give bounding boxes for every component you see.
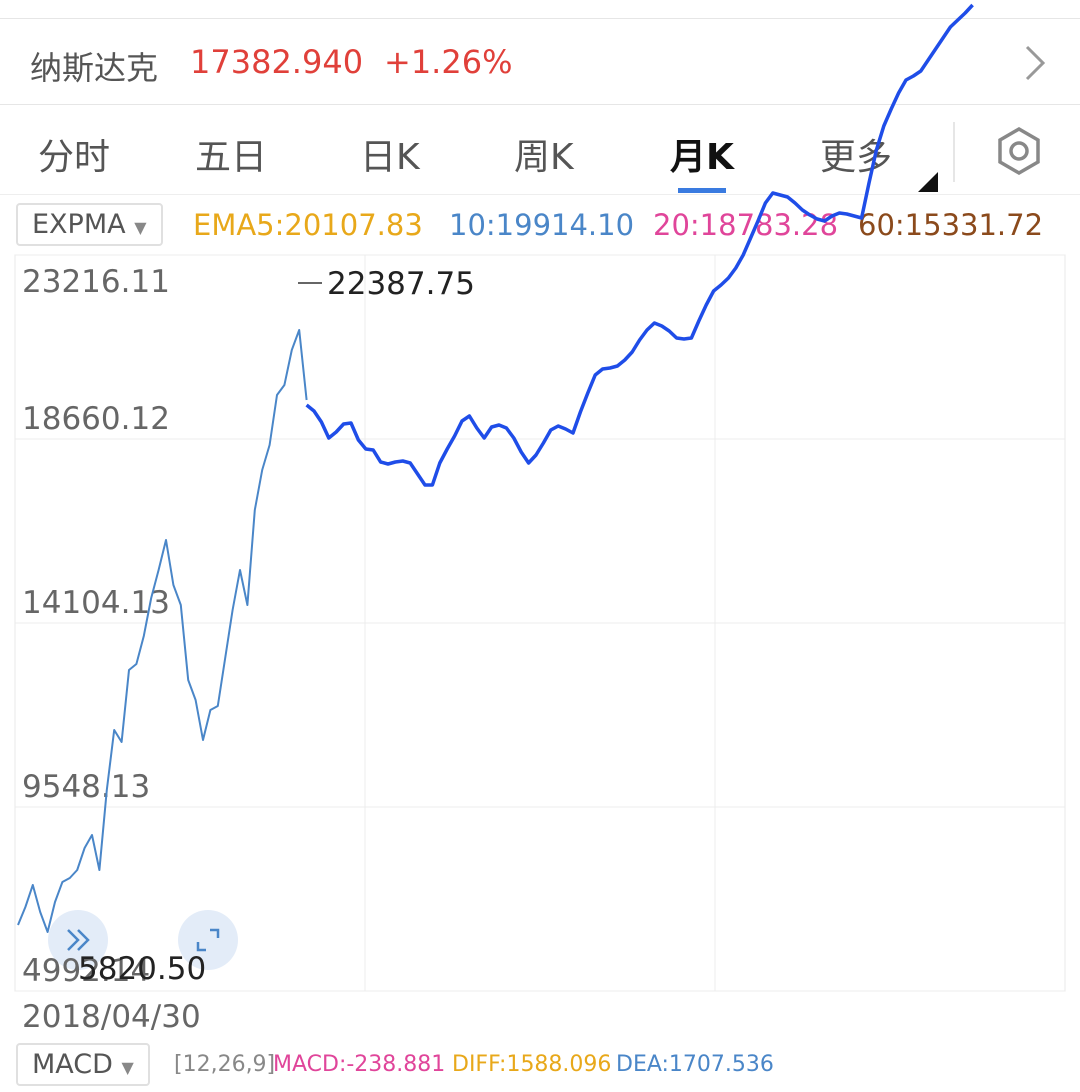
index-change: +1.26% — [384, 43, 513, 81]
tab-underline — [678, 188, 726, 193]
settings-icon[interactable] — [994, 126, 1044, 176]
chevron — [1025, 45, 1046, 81]
tab[interactable]: 日K — [360, 137, 420, 178]
min-label: 5820.50 — [78, 951, 206, 987]
tab[interactable]: 周K — [514, 137, 574, 178]
collapse-icon — [67, 929, 90, 951]
price-line — [17, 329, 308, 933]
tab[interactable]: 五日 — [195, 137, 268, 178]
indicator-value: EMA5:20107.83 — [193, 208, 423, 242]
caret: ▼ — [121, 1058, 134, 1077]
index-price: 17382.940 — [190, 43, 364, 81]
tab[interactable]: 更多 — [820, 137, 893, 178]
expand-icon — [196, 928, 220, 952]
y-tick-label: 4992.14 — [22, 953, 150, 989]
tab[interactable]: 分时 — [38, 137, 111, 178]
macd-params: [12,26,9] — [174, 1052, 276, 1077]
y-tick-label: 14104.13 — [22, 585, 170, 621]
macd-value: DEA:1707.536 — [616, 1052, 774, 1077]
indicator-button[interactable]: EXPMA ▼ — [16, 203, 163, 246]
divider — [953, 122, 955, 182]
max-label: 22387.75 — [327, 266, 475, 302]
expand-button[interactable] — [178, 910, 238, 970]
indicator-label: EXPMA — [32, 209, 126, 240]
y-tick-label: 9548.13 — [22, 769, 150, 805]
caret: ▼ — [134, 218, 147, 237]
indicator-value: 60:15331.72 — [858, 208, 1044, 242]
tab[interactable]: 月K — [670, 137, 734, 178]
macd-label: MACD — [32, 1049, 113, 1080]
quote-header[interactable]: 纳斯达克 17382.940 +1.26% — [0, 18, 1080, 105]
y-tick-label: 18660.12 — [22, 401, 170, 437]
dropdown-corner — [918, 172, 938, 192]
indicator-value: 10:19914.10 — [449, 208, 635, 242]
macd-button[interactable]: MACD ▼ — [16, 1043, 150, 1086]
y-tick-label: 23216.11 — [22, 264, 170, 300]
index-name: 纳斯达克 — [30, 49, 159, 87]
macd-value: DIFF:1588.096 — [452, 1052, 612, 1077]
period-tabs: 分时 五日 日K 周K 月K 更多 — [0, 104, 1080, 195]
plot-frame — [14, 254, 1066, 992]
x-tick-label: 2018/04/30 — [22, 999, 201, 1035]
collapse-button[interactable] — [48, 910, 108, 970]
indicator-value: 20:18783.28 — [653, 208, 839, 242]
macd-value: MACD:-238.881 — [273, 1052, 446, 1077]
